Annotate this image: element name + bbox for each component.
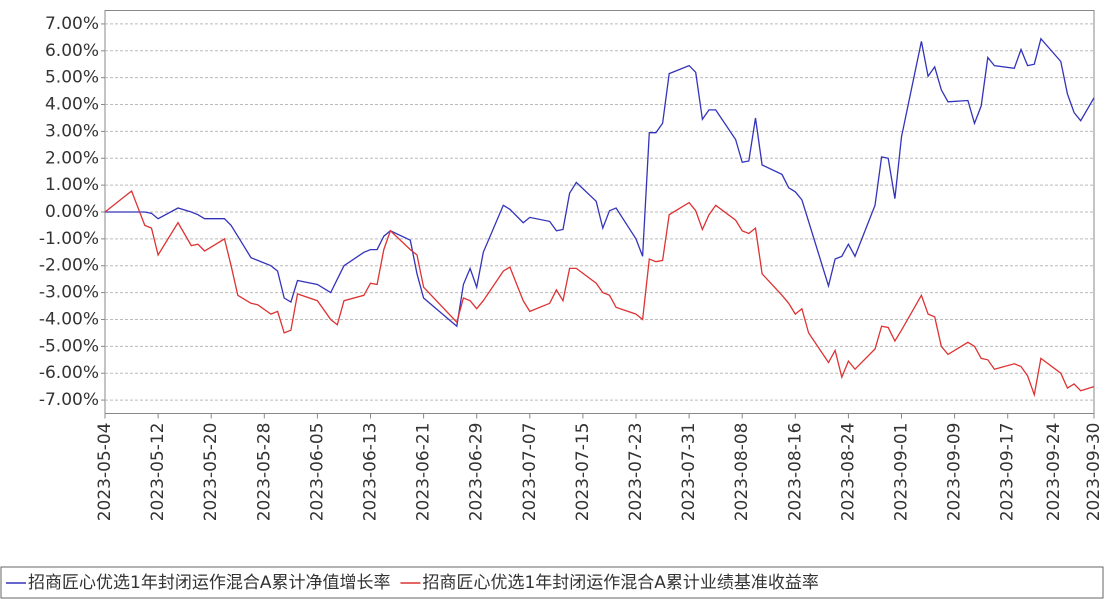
y-tick-label: -2.00%	[39, 256, 99, 276]
x-tick-label: 2023-08-24	[838, 423, 858, 522]
series-line	[104, 189, 1095, 398]
x-tick-label: 2023-06-05	[307, 423, 327, 522]
x-tick-label: 2023-09-17	[998, 423, 1018, 522]
x-tick-label: 2023-06-29	[467, 423, 487, 522]
y-tick-label: -5.00%	[39, 336, 99, 356]
x-tick-label: 2023-09-01	[892, 423, 912, 522]
y-tick-label: -4.00%	[39, 309, 99, 329]
x-tick-label: 2023-07-23	[626, 423, 646, 522]
x-tick-label: 2023-07-31	[679, 423, 699, 522]
x-tick-label: 2023-05-12	[148, 423, 168, 522]
y-tick-label: -6.00%	[39, 363, 99, 383]
y-tick-label: 6.00%	[45, 41, 99, 61]
y-tick-label: 3.00%	[45, 121, 99, 141]
y-tick-label: -3.00%	[39, 283, 99, 303]
x-tick-label: 2023-09-09	[945, 423, 965, 522]
y-tick-label: 4.00%	[45, 95, 99, 115]
x-tick-label: 2023-09-30	[1084, 423, 1104, 522]
x-tick-label: 2023-09-24	[1044, 423, 1064, 522]
y-tick-label: -7.00%	[39, 390, 99, 410]
x-tick-label: 2023-08-08	[732, 423, 752, 522]
x-tick-label: 2023-07-07	[520, 423, 540, 522]
y-tick-label: 1.00%	[45, 175, 99, 195]
legend-label: 招商匠心优选1年封闭运作混合A累计净值增长率	[28, 573, 390, 593]
legend-label: 招商匠心优选1年封闭运作混合A累计业绩基准收益率	[422, 573, 818, 593]
y-tick-label: -1.00%	[39, 229, 99, 249]
y-tick-label: 0.00%	[45, 202, 99, 222]
x-tick-label: 2023-07-15	[573, 423, 593, 522]
x-tick-label: 2023-05-28	[254, 423, 274, 522]
y-tick-label: 7.00%	[45, 14, 99, 34]
x-tick-label: 2023-05-20	[201, 423, 221, 522]
x-tick-label: 2023-06-21	[414, 422, 434, 521]
x-tick-label: 2023-05-04	[95, 423, 115, 522]
y-tick-label: 5.00%	[45, 68, 99, 88]
series-line	[105, 37, 1095, 328]
x-tick-label: 2023-08-16	[785, 423, 805, 522]
x-tick-label: 2023-06-13	[361, 423, 381, 522]
legend-box	[0, 566, 1104, 599]
y-tick-label: 2.00%	[45, 148, 99, 168]
